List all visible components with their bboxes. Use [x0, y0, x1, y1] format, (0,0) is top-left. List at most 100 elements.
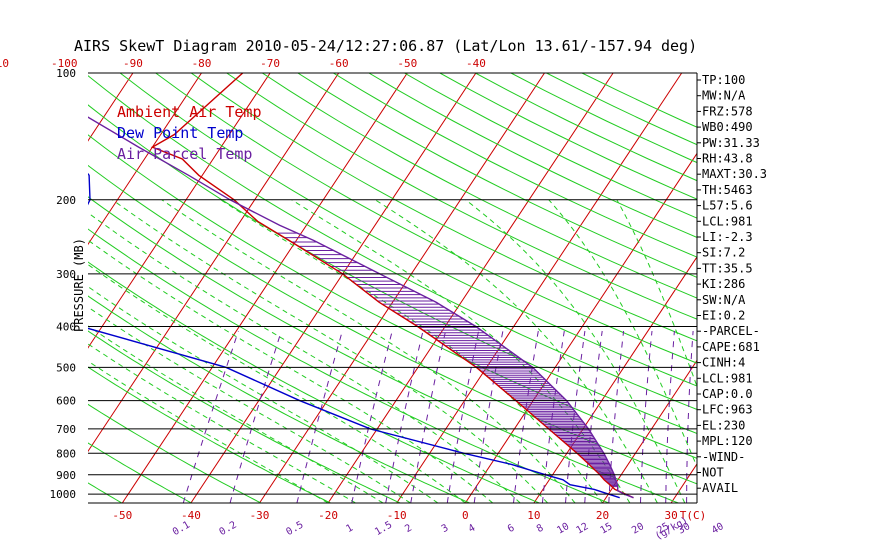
mixing-ratio-label: 15	[598, 521, 614, 537]
bottom-temp-tick-label: 10	[527, 509, 540, 522]
index-item: MPL:120	[702, 434, 753, 448]
parcel-profile-line	[88, 116, 634, 499]
moist-adiabat-line	[616, 199, 697, 388]
dry-adiabat-line	[262, 73, 697, 299]
moist-adiabat-line	[88, 360, 329, 503]
moist-adiabat-line	[291, 199, 631, 503]
dry-adiabat-line	[297, 73, 697, 278]
moist-adiabat-line	[374, 199, 658, 503]
moist-adiabat-line	[112, 199, 548, 503]
dry-adiabat-line	[333, 73, 697, 258]
pressure-tick-label: 400	[56, 321, 76, 334]
dry-adiabat-line	[190, 73, 697, 342]
legend: Ambient Air Temp Dew Point Temp Air Parc…	[117, 103, 262, 163]
dry-adiabat-line	[155, 73, 697, 364]
legend-dewpoint: Dew Point Temp	[117, 124, 243, 142]
isotherm-line	[121, 73, 408, 503]
index-item: LI:-2.3	[702, 230, 753, 244]
bottom-temp-tick-label: -30	[250, 509, 270, 522]
top-temp-tick-label: -80	[192, 57, 212, 70]
chart-title: AIRS SkewT Diagram 2010-05-24/12:27:06.8…	[74, 37, 697, 55]
isotherm-line	[396, 73, 683, 503]
mixing-ratio-label: 8	[535, 523, 546, 536]
index-item: MAXT:30.3	[702, 167, 767, 181]
moist-adiabat-line	[220, 199, 603, 503]
bottom-temp-tick-label: 30	[664, 509, 677, 522]
pressure-tick-label: 900	[56, 469, 76, 482]
index-item: CAP:0.0	[702, 387, 753, 401]
dry-adiabat-line	[88, 75, 697, 410]
legend-parcel: Air Parcel Temp	[117, 145, 252, 163]
mixing-ratio-label: 25	[655, 521, 671, 537]
dry-adiabat-line	[88, 261, 540, 503]
top-temp-tick-label: -100	[51, 57, 78, 70]
index-item: LFC:963	[702, 403, 753, 417]
moist-adiabat-line	[88, 306, 411, 503]
bottom-temp-tick-label: -40	[181, 509, 201, 522]
bottom-temp-tick-label: -20	[318, 509, 338, 522]
pressure-tick-label: 100	[56, 67, 76, 80]
mixing-ratio-line	[296, 330, 343, 503]
isotherm-line	[670, 463, 697, 503]
index-item: -WIND-	[702, 450, 745, 464]
mixing-ratio-line	[410, 330, 447, 503]
mixing-ratio-label: 0.5	[284, 520, 305, 539]
top-temp-tick-label: -70	[260, 57, 280, 70]
bottom-temp-tick-label: -10	[387, 509, 407, 522]
pressure-tick-label: 800	[56, 447, 76, 460]
mixing-ratio-line	[665, 330, 675, 503]
temperature-profile-line	[150, 73, 634, 499]
moist-adiabat-line	[88, 212, 521, 503]
index-item: -PARCEL-	[702, 324, 760, 338]
isotherm-line	[808, 73, 870, 503]
mixing-ratio-line	[565, 330, 586, 503]
index-item: TH:5463	[702, 183, 753, 197]
dry-adiabat-line	[88, 330, 401, 503]
dry-adiabat-line	[226, 73, 697, 320]
index-item: LCL:981	[702, 371, 753, 385]
pressure-tick-label: 1000	[50, 488, 77, 501]
mixing-ratio-label: 2	[403, 523, 414, 536]
moist-adiabat-line	[88, 343, 356, 503]
moist-adiabat-line	[88, 239, 494, 503]
mixing-ratio-label: 1	[344, 523, 355, 536]
profiles	[88, 73, 634, 499]
index-item: CINH:4	[702, 356, 745, 370]
index-item: FRZ:578	[702, 104, 753, 118]
dry-adiabat-line	[119, 73, 697, 387]
mixing-ratio-label: 20	[630, 521, 646, 537]
mixing-ratio-label: 3	[440, 523, 451, 536]
index-item: L57:5.6	[702, 199, 753, 213]
mixing-ratio-label: 12	[574, 521, 590, 537]
legend-ambient: Ambient Air Temp	[117, 103, 262, 121]
index-item: SI:7.2	[702, 246, 745, 260]
index-item: PW:31.33	[702, 136, 760, 150]
index-item: NOT	[702, 466, 724, 480]
dry-adiabat-line	[88, 482, 123, 503]
isotherm-line	[88, 73, 202, 246]
mixing-ratio-line	[182, 330, 239, 503]
isotherm-line	[190, 73, 477, 503]
index-item: EL:230	[702, 418, 745, 432]
mixing-ratio-label: 40	[710, 521, 726, 537]
isotherm-line	[0, 73, 64, 503]
index-item: WB0:490	[702, 120, 753, 134]
mixing-ratio-label: 1.5	[373, 520, 394, 539]
index-item: AVAIL	[702, 481, 738, 495]
y-axis-label: PRESSURE (MB)	[72, 238, 86, 332]
index-item: RH:43.8	[702, 152, 753, 166]
moist-adiabat-line	[548, 199, 697, 468]
dry-adiabat-line	[88, 403, 262, 503]
background-lines	[0, 73, 870, 503]
mixing-ratio-line	[229, 330, 282, 503]
mixing-ratio-label: 6	[506, 523, 517, 536]
bottom-temp-tick-label: 0	[462, 509, 469, 522]
mixing-ratio-label: 4	[467, 523, 478, 536]
mixing-ratio-label: 10	[555, 521, 571, 537]
dry-adiabat-line	[88, 164, 697, 485]
axes: 1002003004005006007008009001000-120-110-…	[0, 57, 726, 543]
mixing-ratio-label: 30	[676, 521, 692, 537]
dry-adiabat-line	[439, 73, 697, 200]
mixing-ratio-label: 0.2	[218, 520, 239, 539]
